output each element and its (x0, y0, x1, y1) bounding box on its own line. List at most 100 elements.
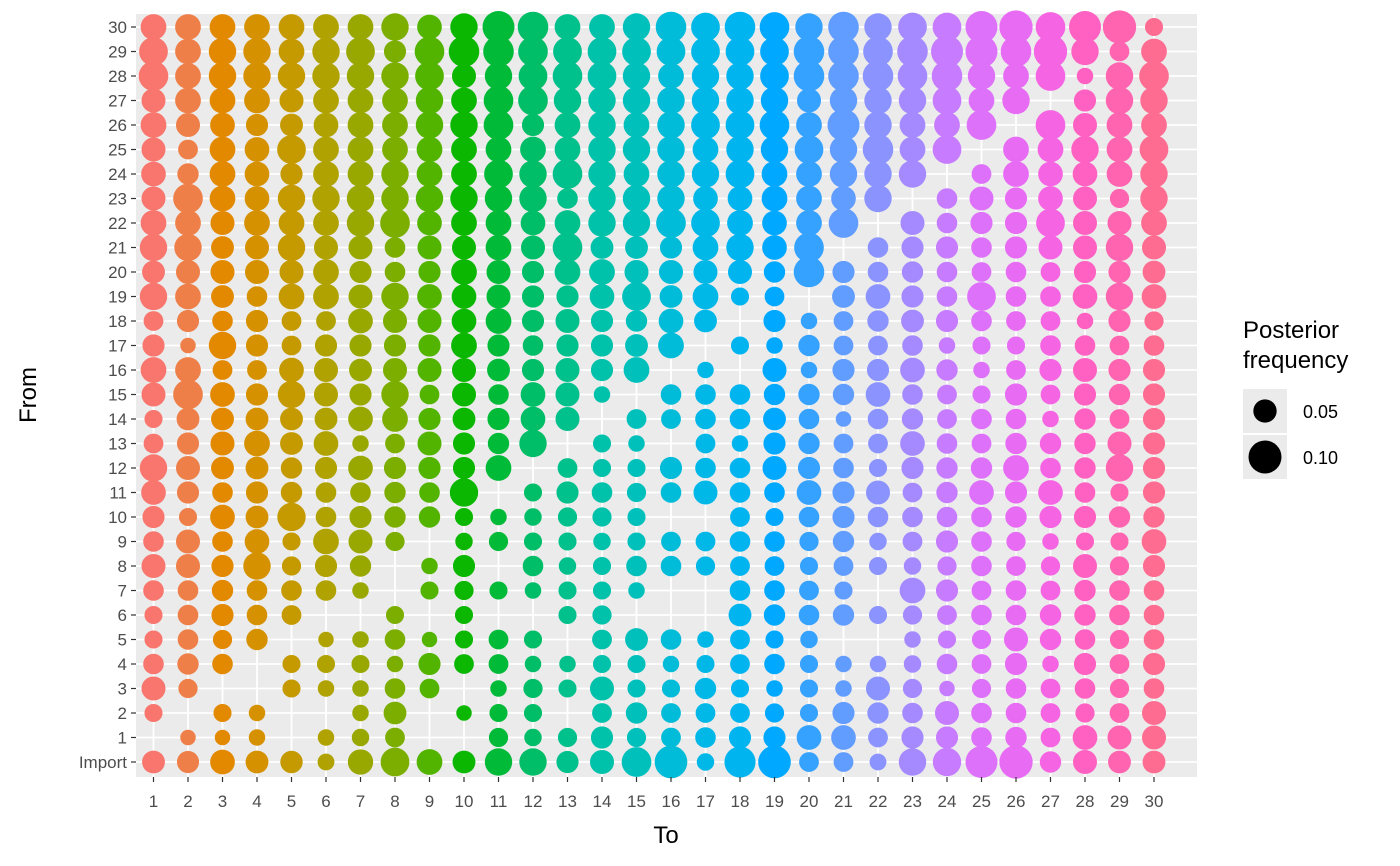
data-point (245, 750, 269, 774)
data-point (485, 210, 512, 236)
data-point (176, 407, 200, 431)
data-point (1108, 260, 1131, 284)
data-point (1102, 10, 1137, 44)
data-point (695, 384, 716, 405)
data-point (1105, 282, 1134, 311)
data-point (1074, 604, 1096, 626)
data-point (210, 431, 235, 456)
data-point (661, 727, 681, 748)
data-point (244, 14, 270, 40)
data-point (623, 161, 650, 187)
data-point (592, 581, 612, 600)
data-point (1074, 432, 1096, 455)
data-point (661, 679, 681, 698)
data-point (384, 261, 406, 283)
data-point (483, 36, 514, 67)
data-point (1040, 678, 1061, 699)
data-point (793, 36, 825, 67)
data-point (486, 259, 511, 285)
data-point (1006, 531, 1026, 552)
data-point (553, 37, 582, 66)
data-point (451, 382, 477, 407)
data-point (518, 85, 548, 116)
data-point (868, 727, 888, 748)
data-point (448, 36, 480, 67)
data-point (277, 184, 306, 213)
data-point (1006, 311, 1026, 331)
data-point (658, 63, 684, 89)
data-point (277, 233, 306, 262)
data-point (1110, 483, 1129, 502)
data-point (730, 703, 750, 723)
data-point (726, 86, 754, 115)
data-point (175, 87, 201, 114)
y-tick-label: 9 (118, 533, 127, 552)
data-point (210, 504, 235, 530)
data-point (281, 311, 302, 331)
data-point (725, 110, 755, 140)
data-point (1005, 432, 1027, 455)
data-point (902, 482, 923, 503)
data-point (552, 232, 583, 263)
data-point (691, 110, 720, 140)
data-point (313, 112, 339, 138)
data-point (724, 746, 756, 778)
data-point (524, 728, 542, 747)
data-point (175, 14, 201, 40)
data-point (208, 331, 237, 360)
data-point (901, 236, 924, 259)
data-point (246, 604, 268, 626)
data-point (798, 506, 820, 528)
data-point (1035, 12, 1066, 42)
data-point (141, 186, 166, 211)
data-point (451, 210, 477, 236)
data-point (385, 727, 405, 748)
data-point (244, 137, 270, 162)
data-point (1139, 135, 1169, 164)
data-point (589, 284, 615, 309)
y-axis-title: From (15, 367, 42, 423)
data-point (418, 260, 441, 284)
data-point (1040, 311, 1061, 331)
data-point (833, 311, 854, 331)
data-point (557, 188, 578, 209)
data-point (1072, 112, 1098, 138)
x-tick-label: 8 (390, 792, 399, 811)
data-point (313, 14, 339, 40)
data-point (244, 430, 270, 457)
data-point (278, 14, 305, 40)
data-point (999, 10, 1033, 44)
data-point (553, 86, 582, 115)
data-point (657, 86, 685, 115)
x-tick-label: 22 (869, 792, 888, 811)
data-point (1075, 532, 1095, 551)
data-point (524, 582, 542, 599)
y-tick-label: 30 (108, 18, 127, 37)
data-point (1040, 286, 1061, 307)
data-point (1143, 604, 1165, 626)
x-tick-label: 29 (1110, 792, 1129, 811)
x-axis: 1 2 3 4 5 6 7 8 9 10 11 12 13 14 15 16 17 18 19 20 21 22 23 24 2… (149, 777, 1163, 811)
data-point (899, 577, 926, 604)
data-point (695, 433, 716, 454)
data-point (1072, 235, 1098, 260)
data-point (278, 38, 305, 65)
data-point (524, 508, 542, 526)
data-point (523, 532, 543, 551)
y-tick-label: 29 (108, 43, 127, 62)
data-point (1141, 38, 1167, 65)
data-point (730, 287, 750, 306)
data-point (971, 531, 992, 552)
data-point (835, 680, 852, 697)
data-point (177, 653, 199, 675)
data-point (1108, 358, 1131, 382)
data-point (833, 556, 854, 576)
data-point (1109, 580, 1130, 601)
data-point (697, 361, 714, 379)
data-point (796, 480, 822, 505)
data-point (1142, 358, 1166, 382)
data-point (656, 37, 686, 66)
x-tick-label: 12 (524, 792, 543, 811)
data-point (417, 284, 442, 309)
data-point (764, 653, 785, 675)
